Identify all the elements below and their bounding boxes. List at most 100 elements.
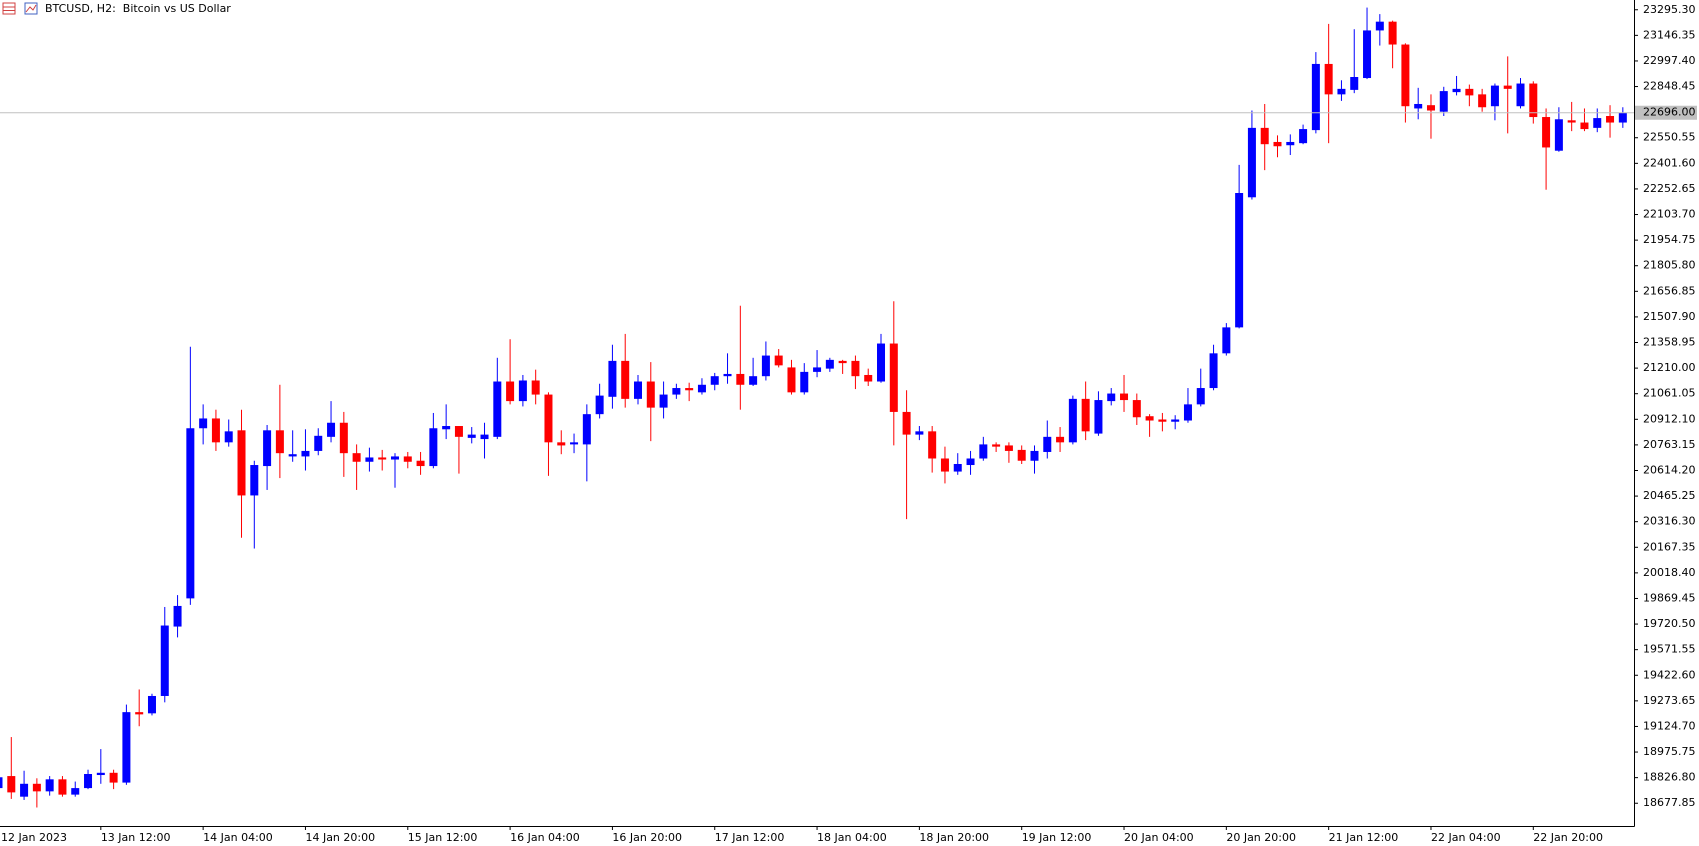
candle-body xyxy=(71,788,80,795)
chart-title: BTCUSD, H2: Bitcoin vs US Dollar xyxy=(45,2,231,15)
candle-body xyxy=(761,355,770,377)
candle-body xyxy=(800,371,809,393)
candle-body xyxy=(416,460,425,467)
y-tick-label: 19869.45 xyxy=(1643,591,1696,604)
x-tick-label: 19 Jan 12:00 xyxy=(1022,831,1092,844)
candle-body xyxy=(710,376,719,385)
candle-body xyxy=(1132,400,1141,418)
candle-body xyxy=(32,783,41,792)
candle-body xyxy=(621,360,630,399)
y-tick-label: 21656.85 xyxy=(1643,284,1696,297)
candle-body xyxy=(327,422,336,437)
y-tick-label: 19571.55 xyxy=(1643,643,1696,656)
candle-body xyxy=(7,776,16,793)
y-tick-label: 22848.45 xyxy=(1643,80,1696,93)
candle-body xyxy=(915,431,924,435)
y-tick-label: 19273.65 xyxy=(1643,694,1696,707)
candle-body xyxy=(659,394,668,408)
x-tick-label: 22 Jan 04:00 xyxy=(1431,831,1501,844)
candle-body xyxy=(378,457,387,460)
x-tick-label: 21 Jan 12:00 xyxy=(1329,831,1399,844)
candle-body xyxy=(1465,88,1474,96)
candle-body xyxy=(1542,117,1551,148)
candle-body xyxy=(173,605,182,627)
candle-body xyxy=(851,360,860,377)
y-tick-label: 21507.90 xyxy=(1643,310,1696,323)
candle-body xyxy=(390,456,399,460)
candle-body xyxy=(1554,119,1563,151)
candle-body xyxy=(928,431,937,459)
candle-body xyxy=(1030,450,1039,461)
x-tick-label: 16 Jan 20:00 xyxy=(612,831,682,844)
y-tick-label: 23295.30 xyxy=(1643,3,1696,16)
candles xyxy=(0,7,1627,808)
candle-body xyxy=(1426,105,1435,111)
candle-body xyxy=(877,343,886,382)
candle-body xyxy=(608,360,617,397)
candle-body xyxy=(582,414,591,445)
candle-body xyxy=(595,395,604,415)
candle-body xyxy=(96,772,105,776)
candle-body xyxy=(1503,85,1512,89)
candle-body xyxy=(634,381,642,399)
y-tick-label: 20167.35 xyxy=(1643,540,1696,553)
candle-body xyxy=(1247,127,1256,198)
candle-body xyxy=(774,355,783,366)
candle-body xyxy=(365,457,374,462)
candle-body xyxy=(1452,88,1461,93)
candle-body xyxy=(813,367,822,372)
candle-body xyxy=(45,779,54,792)
candle-body xyxy=(288,454,297,457)
y-tick-label: 20763.15 xyxy=(1643,438,1696,451)
candle-body xyxy=(1414,103,1423,109)
y-tick-label: 22401.60 xyxy=(1643,156,1696,169)
candle-body xyxy=(1056,436,1065,443)
candle-body xyxy=(199,418,208,429)
candle-body xyxy=(1260,127,1269,145)
candle-body xyxy=(838,360,847,364)
candle-body xyxy=(787,367,796,393)
symbol-icons xyxy=(2,2,38,15)
y-tick-label: 21954.75 xyxy=(1643,233,1696,246)
candle-body xyxy=(250,465,259,496)
candle-body xyxy=(493,381,502,437)
candle-body xyxy=(442,426,451,430)
candle-body xyxy=(1235,192,1244,328)
candle-body xyxy=(135,712,144,715)
candle-body xyxy=(992,444,1001,447)
x-tick-label: 20 Jan 04:00 xyxy=(1124,831,1194,844)
candle-body xyxy=(902,411,911,435)
candle-body xyxy=(531,380,540,395)
y-tick-label: 20912.10 xyxy=(1643,412,1696,425)
candle-body xyxy=(454,426,463,437)
candle-body xyxy=(1311,63,1320,131)
candle-body xyxy=(467,434,476,438)
candle-body xyxy=(557,442,566,446)
y-tick-label: 19124.70 xyxy=(1643,719,1696,732)
candle-body xyxy=(186,428,195,599)
candle-body xyxy=(1580,122,1589,130)
candle-body xyxy=(1120,393,1129,401)
current-price-label: 22696.00 xyxy=(1643,106,1696,119)
candle-body xyxy=(147,695,156,714)
candle-body xyxy=(429,428,438,467)
candle-body xyxy=(1375,21,1384,31)
x-tick-label: 15 Jan 12:00 xyxy=(408,831,478,844)
candle-body xyxy=(506,381,515,402)
candle-body xyxy=(570,442,579,445)
y-tick-label: 18677.85 xyxy=(1643,796,1696,809)
candle-body xyxy=(672,388,681,395)
candle-body xyxy=(1068,398,1077,443)
candle-body xyxy=(1606,116,1615,123)
candle-body xyxy=(697,384,706,393)
candle-body xyxy=(1516,83,1525,107)
candle-body xyxy=(889,343,898,412)
candle-body xyxy=(966,458,975,466)
candle-body xyxy=(1145,416,1154,421)
candle-body xyxy=(1017,449,1026,461)
candle-body xyxy=(1094,400,1103,434)
candle-body xyxy=(20,783,29,797)
candle-body xyxy=(1567,120,1576,123)
